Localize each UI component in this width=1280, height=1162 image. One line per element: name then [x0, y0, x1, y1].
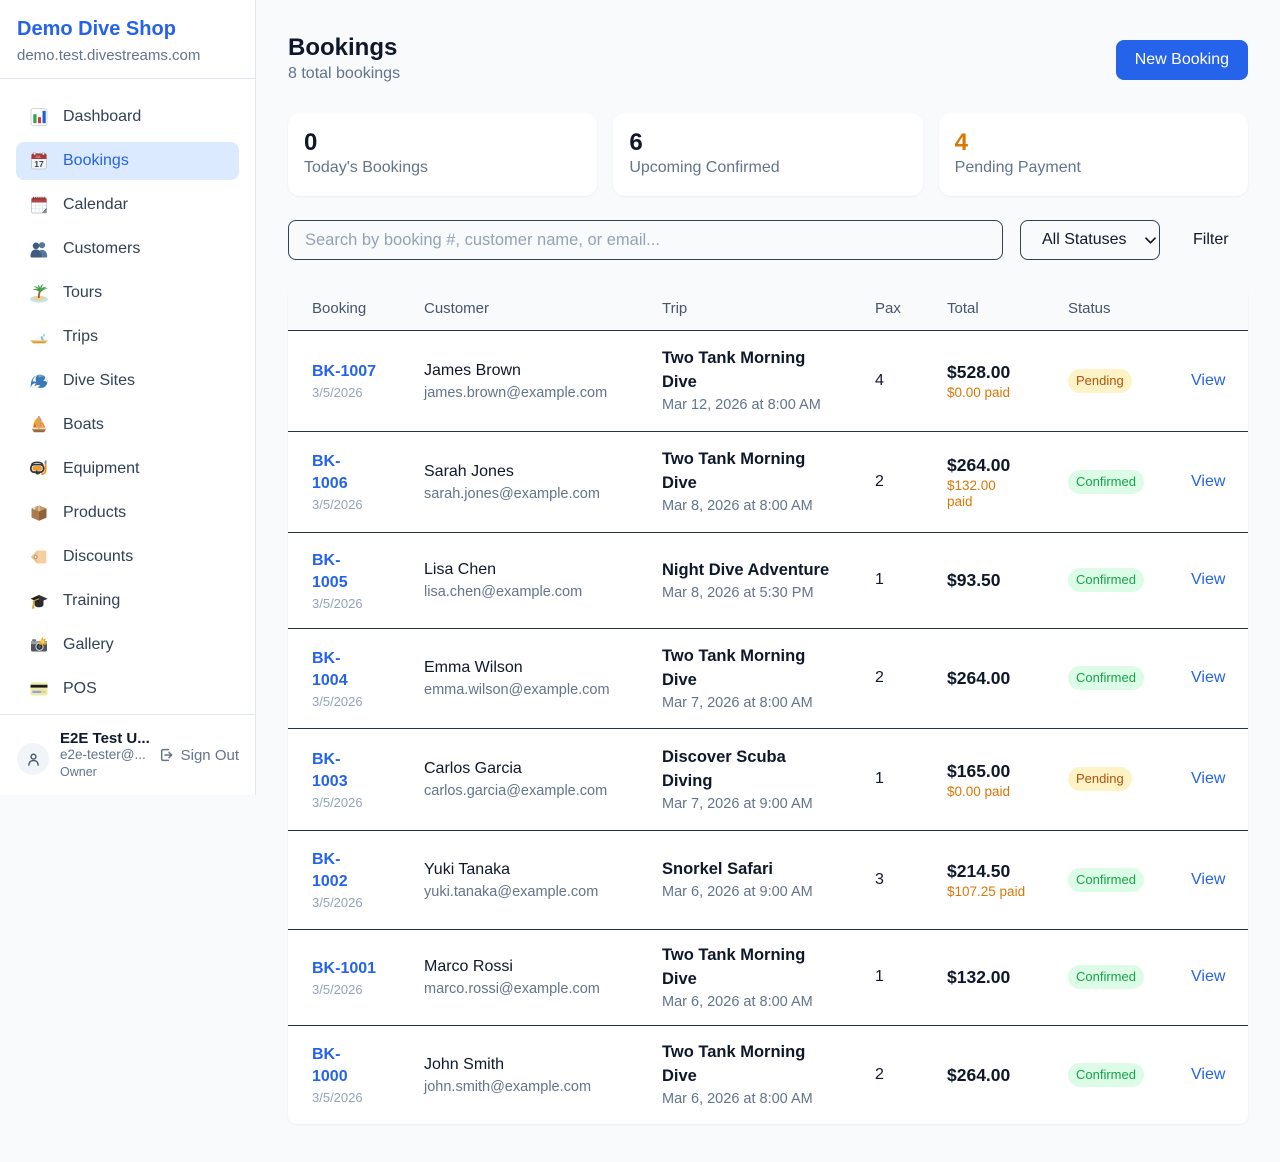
svg-text:17: 17	[34, 159, 44, 169]
svg-text:JUL: JUL	[35, 155, 41, 159]
